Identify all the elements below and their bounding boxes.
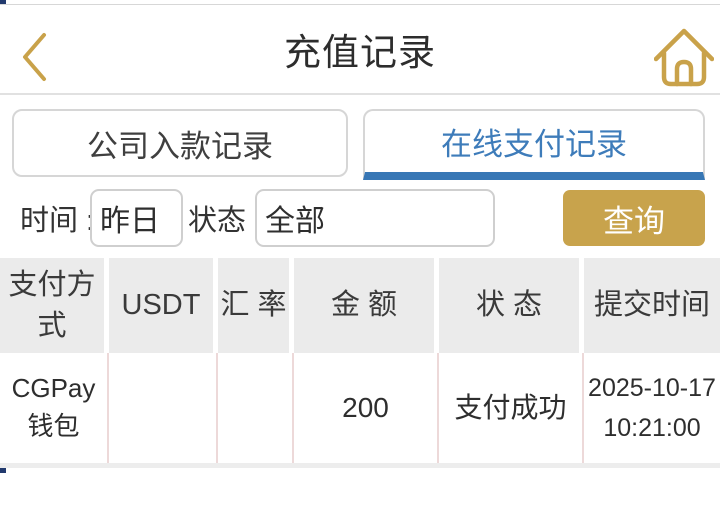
column-header-payment-method: 支付方式 bbox=[0, 258, 109, 353]
tab-company-deposit-records[interactable]: 公司入款记录 bbox=[12, 109, 348, 177]
cell-status: 支付成功 bbox=[439, 353, 584, 463]
table-row: CGPay钱包 200 支付成功 2025-10-17 10:21:00 bbox=[0, 353, 720, 463]
column-header-status: 状 态 bbox=[439, 258, 584, 353]
home-button[interactable] bbox=[652, 25, 716, 93]
table-header: 支付方式 USDT 汇 率 金 额 状 态 提交时间 bbox=[0, 258, 720, 353]
status-filter-label: 状态 : bbox=[188, 205, 263, 237]
top-hairline bbox=[0, 4, 720, 5]
chevron-left-icon bbox=[19, 30, 49, 87]
cell-submit-time: 2025-10-17 10:21:00 bbox=[588, 374, 716, 442]
tab-online-payment-records[interactable]: 在线支付记录 bbox=[363, 109, 705, 180]
app-header: 充值记录 bbox=[0, 5, 720, 93]
header-divider bbox=[0, 93, 720, 95]
cell-usdt bbox=[109, 353, 218, 463]
cell-rate bbox=[218, 353, 294, 463]
home-icon bbox=[653, 26, 715, 93]
table-bottom-band bbox=[0, 463, 720, 468]
cell-amount: 200 bbox=[294, 353, 439, 463]
top-edge-mark bbox=[0, 0, 6, 4]
column-header-usdt: USDT bbox=[109, 258, 218, 353]
query-button[interactable]: 查询 bbox=[563, 190, 705, 246]
time-filter-input[interactable] bbox=[90, 189, 183, 247]
column-header-amount: 金 额 bbox=[294, 258, 439, 353]
back-button[interactable] bbox=[12, 27, 56, 89]
time-filter-label: 时间 : bbox=[20, 205, 95, 237]
bottom-edge-mark bbox=[0, 468, 6, 473]
column-header-submit-time: 提交时间 bbox=[584, 258, 720, 353]
cell-payment-method: CGPay钱包 bbox=[0, 353, 109, 463]
status-filter-input[interactable] bbox=[255, 189, 495, 247]
column-header-rate: 汇 率 bbox=[218, 258, 294, 353]
page-title: 充值记录 bbox=[284, 32, 436, 73]
